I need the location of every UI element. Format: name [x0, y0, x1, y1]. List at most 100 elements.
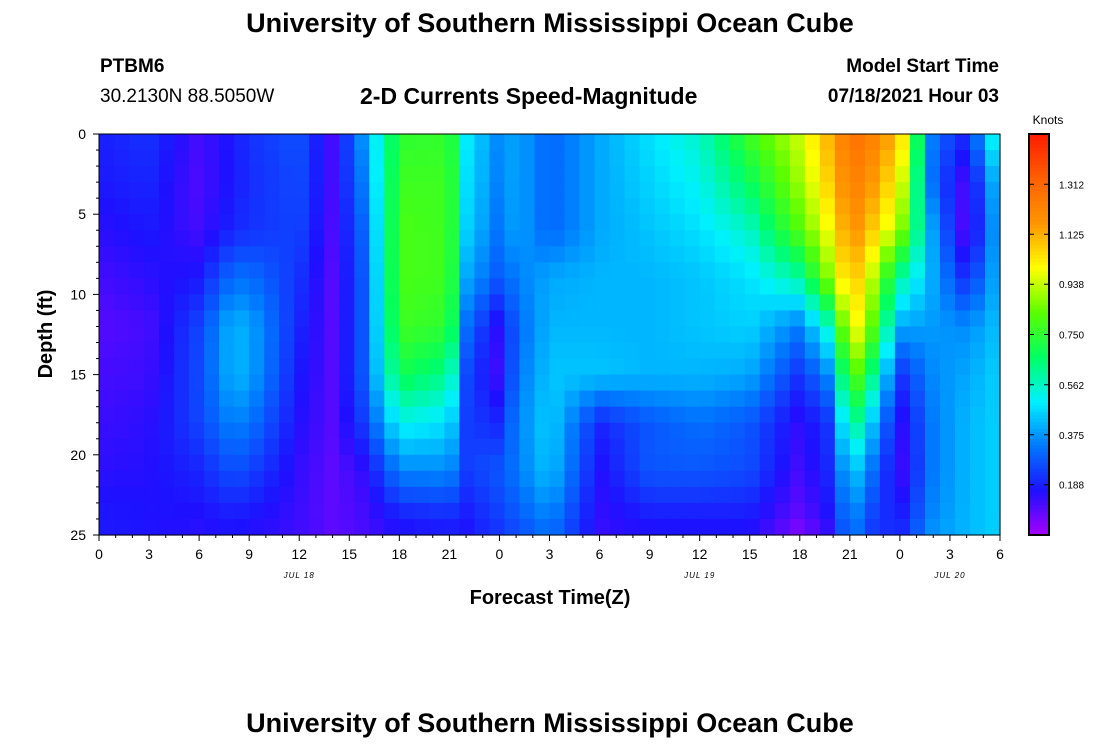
heatmap-cell [339, 310, 355, 328]
heatmap-cell [654, 182, 671, 199]
heatmap-cell [684, 214, 701, 231]
heatmap-cell [414, 230, 430, 247]
heatmap-cell [744, 246, 761, 263]
heatmap-cell [594, 326, 611, 344]
heatmap-cell [579, 150, 596, 167]
heatmap-cell [474, 310, 491, 328]
heatmap-cell [504, 182, 521, 199]
heatmap-cell [564, 502, 581, 520]
heatmap-cell [414, 342, 430, 360]
heatmap-cell [519, 294, 536, 312]
heatmap-cell [969, 374, 986, 392]
heatmap-cell [234, 486, 250, 504]
x-axis-label: Forecast Time(Z) [470, 587, 631, 609]
heatmap-cell [324, 438, 340, 456]
heatmap-cell [234, 166, 250, 183]
heatmap-cell [174, 182, 190, 199]
x-tick-label: 6 [195, 546, 203, 562]
heatmap-cell [384, 406, 400, 424]
heatmap-cell [519, 246, 536, 263]
heatmap-cell [189, 214, 205, 231]
heatmap-cell [129, 294, 145, 312]
heatmap-cell [684, 310, 701, 328]
heatmap-cell [474, 374, 491, 392]
heatmap-cell [744, 326, 761, 344]
heatmap-cell [384, 358, 400, 376]
heatmap-cell [729, 198, 746, 215]
heatmap-cell [534, 518, 551, 536]
heatmap-cell [684, 150, 701, 167]
heatmap-cell [924, 166, 941, 183]
heatmap-cell [159, 262, 175, 279]
colorbar-segment [1029, 374, 1049, 379]
heatmap-cell [624, 294, 641, 312]
heatmap-cell [864, 438, 881, 456]
heatmap-cell [294, 134, 310, 151]
heatmap-cell [609, 470, 626, 488]
heatmap-cell [189, 166, 205, 183]
heatmap-cell [429, 278, 445, 295]
heatmap-cell [939, 166, 956, 183]
heatmap-cell [174, 262, 190, 279]
heatmap-cell [819, 246, 836, 263]
heatmap-cell [609, 134, 626, 151]
heatmap-cell [249, 406, 265, 424]
heatmap-cell [804, 422, 821, 440]
heatmap-cell [639, 454, 656, 472]
heatmap-cell [384, 134, 400, 151]
heatmap-cell [834, 422, 851, 440]
heatmap-cell [234, 518, 250, 536]
heatmap-cell [264, 406, 280, 424]
heatmap-cell [114, 182, 130, 199]
heatmap-cell [714, 198, 731, 215]
heatmap-cell [204, 438, 220, 456]
colorbar-segment [1029, 351, 1049, 356]
heatmap-cell [249, 246, 265, 263]
heatmap-cell [984, 438, 1001, 456]
heatmap-cell [594, 502, 611, 520]
heatmap-cell [849, 150, 866, 167]
colorbar-segment [1029, 401, 1049, 406]
heatmap-cell [504, 374, 521, 392]
heatmap-cell [159, 278, 175, 295]
heatmap-cell [114, 454, 130, 472]
heatmap-cell [984, 470, 1001, 488]
heatmap-cell [144, 182, 160, 199]
heatmap-cell [264, 374, 280, 392]
heatmap-cell [99, 406, 115, 424]
heatmap-cell [684, 502, 701, 520]
colorbar-segment [1029, 177, 1049, 182]
heatmap-cell [699, 342, 716, 360]
heatmap-cell [924, 246, 941, 263]
heatmap-cell [969, 294, 986, 312]
heatmap-cell [744, 198, 761, 215]
heatmap-cell [189, 198, 205, 215]
heatmap-cell [144, 278, 160, 295]
colorbar-segment [1029, 478, 1049, 483]
heatmap-cell [864, 230, 881, 247]
heatmap-cell [699, 390, 716, 408]
heatmap-cell [279, 278, 295, 295]
heatmap-cell [159, 486, 175, 504]
heatmap-cell [819, 278, 836, 295]
heatmap-cell [384, 502, 400, 520]
heatmap-cell [879, 262, 896, 279]
heatmap-cell [429, 214, 445, 231]
heatmap-cell [924, 134, 941, 151]
heatmap-cell [594, 134, 611, 151]
colorbar-tick-label: 0.188 [1059, 481, 1084, 492]
heatmap-cell [219, 406, 235, 424]
heatmap-cell [264, 390, 280, 408]
heatmap-cell [909, 470, 926, 488]
heatmap-cell [864, 502, 881, 520]
heatmap-cell [414, 518, 430, 536]
heatmap-cell [579, 166, 596, 183]
colorbar-segment [1029, 207, 1049, 212]
heatmap-cell [414, 486, 430, 504]
heatmap-cell [369, 326, 385, 344]
colorbar-tick-label: 0.562 [1059, 381, 1084, 392]
heatmap-cell [294, 502, 310, 520]
colorbar-segment [1029, 200, 1049, 205]
heatmap-cell [264, 518, 280, 536]
colorbar-segment [1029, 481, 1049, 486]
